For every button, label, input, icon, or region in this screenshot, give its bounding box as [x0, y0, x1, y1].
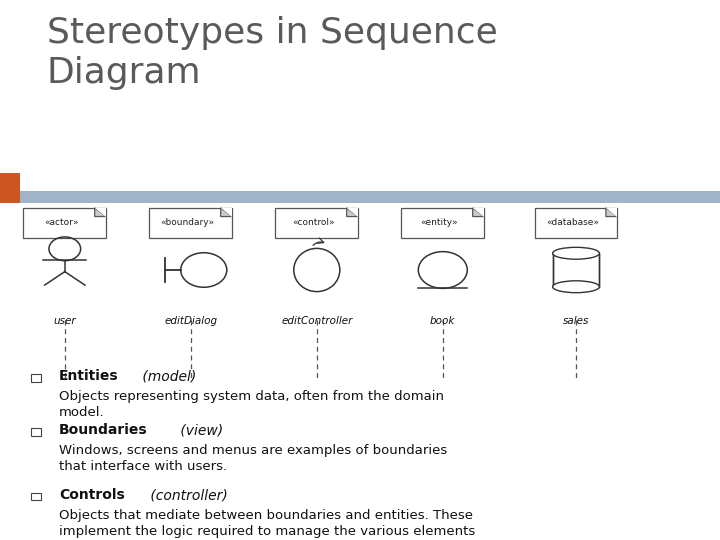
Bar — [0, 173, 20, 202]
Text: user: user — [53, 316, 76, 326]
Polygon shape — [220, 208, 232, 217]
Bar — [553, 253, 599, 287]
Text: (view): (view) — [176, 423, 222, 437]
Bar — [0, 191, 720, 202]
Polygon shape — [473, 208, 484, 217]
Polygon shape — [347, 208, 359, 217]
Text: Controls: Controls — [59, 488, 125, 502]
Polygon shape — [347, 208, 359, 217]
Bar — [32, 494, 40, 500]
Text: book: book — [430, 316, 456, 326]
Text: Entities: Entities — [59, 369, 119, 383]
Text: «entity»: «entity» — [420, 218, 458, 227]
Ellipse shape — [553, 247, 600, 259]
Text: «actor»: «actor» — [44, 218, 78, 227]
Text: Objects that mediate between boundaries and entities. These
implement the logic : Objects that mediate between boundaries … — [59, 509, 475, 540]
Text: (model): (model) — [138, 369, 197, 383]
Text: editController: editController — [281, 316, 353, 326]
Polygon shape — [220, 208, 232, 217]
Text: Stereotypes in Sequence
Diagram: Stereotypes in Sequence Diagram — [47, 16, 498, 90]
Polygon shape — [95, 208, 107, 217]
Text: «database»: «database» — [546, 218, 599, 227]
Text: (controller): (controller) — [146, 488, 228, 502]
Bar — [32, 429, 40, 435]
Polygon shape — [606, 208, 618, 217]
Polygon shape — [95, 208, 107, 217]
Text: «control»: «control» — [292, 218, 335, 227]
Bar — [534, 208, 618, 238]
Bar — [23, 208, 107, 238]
Polygon shape — [473, 208, 484, 217]
Bar — [150, 208, 232, 238]
Text: Boundaries: Boundaries — [59, 423, 148, 437]
Text: editDialog: editDialog — [164, 316, 217, 326]
Bar — [402, 208, 484, 238]
Bar — [275, 208, 359, 238]
Text: «boundary»: «boundary» — [161, 218, 215, 227]
Text: Windows, screens and menus are examples of boundaries
that interface with users.: Windows, screens and menus are examples … — [59, 444, 447, 474]
Polygon shape — [606, 208, 618, 217]
Text: Objects representing system data, often from the domain
model.: Objects representing system data, often … — [59, 390, 444, 420]
Ellipse shape — [553, 281, 600, 293]
Bar — [32, 375, 40, 381]
Text: sales: sales — [563, 316, 589, 326]
